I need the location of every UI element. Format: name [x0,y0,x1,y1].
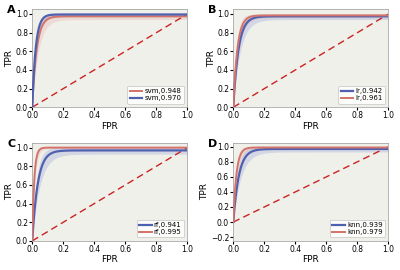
Text: D: D [208,139,218,149]
X-axis label: FPR: FPR [302,122,319,131]
Y-axis label: TPR: TPR [6,50,14,67]
Legend: rf,0.941, rf,0.995: rf,0.941, rf,0.995 [137,220,184,237]
Text: B: B [208,5,217,15]
Y-axis label: TPR: TPR [6,183,14,200]
Y-axis label: TPR: TPR [206,50,216,67]
X-axis label: FPR: FPR [102,122,118,131]
X-axis label: FPR: FPR [102,255,118,264]
Legend: lr,0.942, lr,0.961: lr,0.942, lr,0.961 [338,86,385,104]
Legend: svm,0.948, svm,0.970: svm,0.948, svm,0.970 [128,86,184,104]
Text: C: C [8,139,16,149]
Legend: knn,0.939, knn,0.979: knn,0.939, knn,0.979 [330,220,385,237]
Text: A: A [8,5,16,15]
Y-axis label: TPR: TPR [200,183,209,200]
X-axis label: FPR: FPR [302,255,319,264]
